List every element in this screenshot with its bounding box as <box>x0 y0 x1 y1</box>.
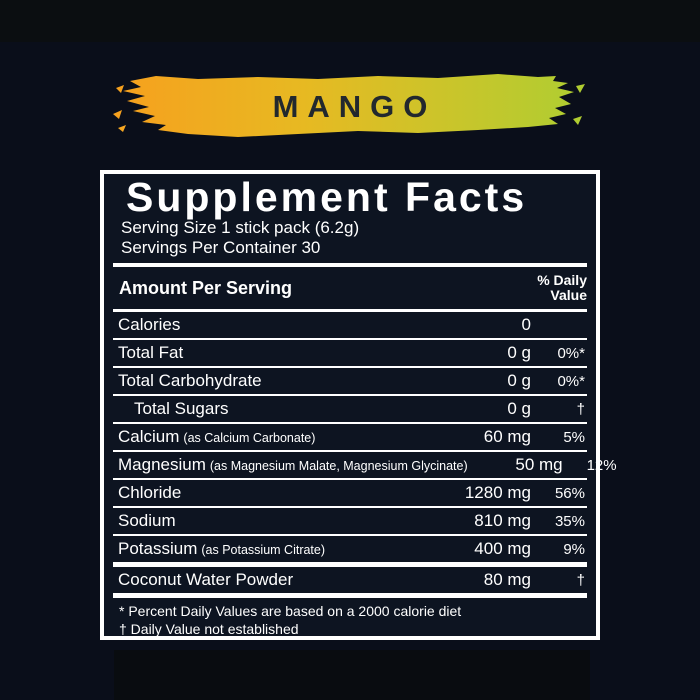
nutrient-dv: 35% <box>554 512 585 530</box>
nutrient-name: Calories <box>118 315 181 334</box>
brush-stroke-graphic <box>113 74 585 137</box>
nutrient-amount: 60 mg <box>483 427 531 446</box>
nutrient-amount: 50 mg <box>515 455 563 474</box>
nutrient-sub: (as Calcium Carbonate) <box>183 431 316 445</box>
nutrient-amount: 400 mg <box>474 539 531 558</box>
nutrient-dv: † <box>576 571 585 589</box>
daily-value-header: % Daily Value <box>537 272 587 303</box>
row-magnesium: Magnesium (as Magnesium Malate, Magnesium… <box>113 452 617 480</box>
row-chloride: Chloride 1280 mg 56% <box>113 480 587 508</box>
nutrient-name: Sodium <box>118 511 176 530</box>
supplement-facts-panel: Supplement Facts Serving Size 1 stick pa… <box>100 170 617 640</box>
amount-per-serving-header: Amount Per Serving <box>119 277 293 298</box>
nutrient-dv: 0%* <box>557 344 585 362</box>
divider-medium <box>113 309 587 312</box>
nutrient-name: Chloride <box>118 483 182 502</box>
row-sodium: Sodium 810 mg 35% <box>113 508 587 536</box>
nutrient-dv: 9% <box>563 540 585 558</box>
row-calcium: Calcium (as Calcium Carbonate) 60 mg 5% <box>113 424 587 452</box>
nutrient-amount: 80 mg <box>483 570 531 589</box>
nutrient-dv: 56% <box>554 484 585 502</box>
row-calories: Calories 0 <box>113 312 587 340</box>
flavor-label: MANGO <box>272 89 437 124</box>
nutrient-amount: 1280 mg <box>464 483 531 502</box>
amount-header-row: Amount Per Serving % Daily Value <box>113 267 587 309</box>
nutrient-amount: 0 <box>521 315 531 334</box>
servings-per-container: Servings Per Container 30 <box>121 238 321 257</box>
nutrient-amount: 0 g <box>507 343 531 362</box>
nutrient-name: Magnesium <box>118 455 206 474</box>
nutrient-amount: 0 g <box>507 399 531 418</box>
row-coconut-water-powder: Coconut Water Powder 80 mg † <box>113 567 587 593</box>
nutrient-amount: 810 mg <box>474 511 531 530</box>
nutrient-name: Potassium <box>118 539 198 558</box>
flavor-banner: MANGO <box>108 64 592 150</box>
row-total-carbohydrate: Total Carbohydrate 0 g 0%* <box>113 368 587 396</box>
nutrient-dv: 5% <box>563 428 585 446</box>
nutrient-dv: 0%* <box>557 372 585 390</box>
divider-thick-mid2 <box>113 593 587 598</box>
row-total-sugars: Total Sugars 0 g † <box>113 396 587 424</box>
row-potassium: Potassium (as Potassium Citrate) 400 mg 9… <box>113 536 587 562</box>
photo-top-band <box>0 0 700 42</box>
footnotes: * Percent Daily Values are based on a 20… <box>113 598 587 638</box>
nutrient-name: Total Sugars <box>134 399 229 418</box>
nutrient-amount: 0 g <box>507 371 531 390</box>
serving-size: Serving Size 1 stick pack (6.2g) <box>121 218 360 237</box>
nutrient-name: Calcium <box>118 427 180 446</box>
nutrient-dv: † <box>576 400 585 418</box>
nutrient-name: Total Carbohydrate <box>118 371 262 390</box>
divider-thick-mid1 <box>113 562 587 567</box>
nutrient-sub: (as Potassium Citrate) <box>201 543 326 557</box>
footnote-percent-daily-values: * Percent Daily Values are based on a 20… <box>119 603 462 619</box>
row-total-fat: Total Fat 0 g 0%* <box>113 340 587 368</box>
footnote-daily-value-not-established: † Daily Value not established <box>119 621 299 637</box>
panel-title: Supplement Facts <box>126 174 528 220</box>
nutrient-dv: 12% <box>586 456 617 474</box>
nutrient-name: Total Fat <box>118 343 184 362</box>
photo-bottom-artifact <box>114 650 590 700</box>
nutrient-sub: (as Magnesium Malate, Magnesium Glycinat… <box>209 459 468 473</box>
divider-thick-top <box>113 263 587 267</box>
nutrient-name: Coconut Water Powder <box>118 570 294 589</box>
